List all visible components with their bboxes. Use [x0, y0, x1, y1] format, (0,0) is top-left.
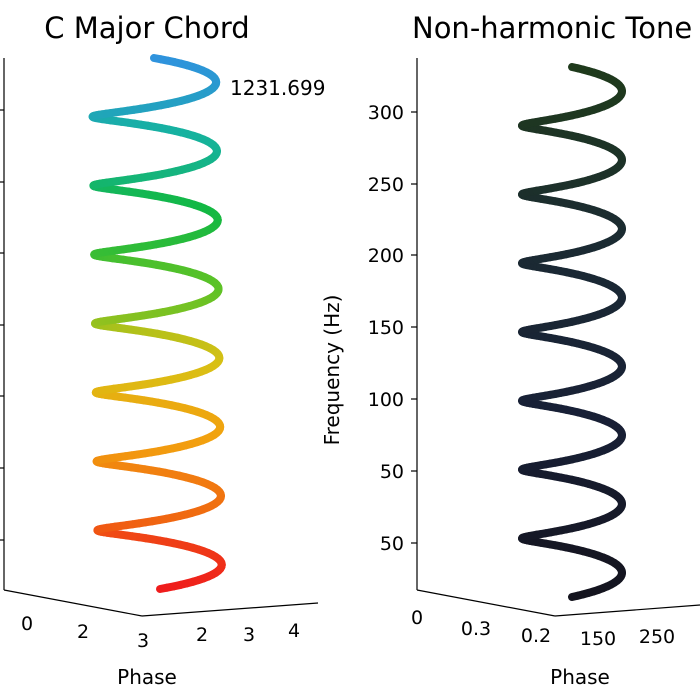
x-axis-c-major — [3, 589, 143, 617]
x-tick-label: 0.2 — [521, 625, 551, 647]
panel-c-major: C Major Chord 1231.699 0 2 3 2 3 4 Phase — [0, 11, 325, 689]
y-axis-label-non-harmonic: Frequency (Hz) — [320, 295, 344, 446]
x-tick-label: 0 — [21, 613, 33, 635]
annotation-value: 1231.699 — [230, 76, 325, 100]
x-axis-secondary-c-major — [141, 602, 319, 617]
x-tick-label: 0 — [411, 607, 423, 629]
x-tick-label: 2 — [77, 621, 89, 643]
x-axis-non-harmonic — [416, 589, 556, 617]
x-tick-label: 4 — [288, 620, 300, 642]
x-axis-secondary-non-harmonic — [554, 604, 700, 617]
y-tick-label: 50 — [380, 461, 404, 483]
y-tick-label: 100 — [368, 389, 404, 411]
helix-series-c-major — [88, 54, 226, 593]
x-tick-label: 2 — [196, 624, 208, 646]
chart-title-non-harmonic: Non-harmonic Tone — [412, 11, 692, 45]
y-tick-label: 150 — [368, 317, 404, 339]
x-tick-label: 3 — [243, 624, 255, 646]
x-tick-label: 3 — [137, 630, 149, 652]
helix-segment — [150, 54, 165, 64]
y-tick-label: 50 — [380, 533, 404, 555]
x-tick-label: 0.3 — [461, 618, 491, 640]
y-tick-label: 200 — [368, 245, 404, 267]
y-tick-label: 300 — [368, 102, 404, 124]
x-tick-label: 150 — [580, 628, 616, 650]
helix-segment — [568, 63, 582, 73]
y-tick-label: 250 — [368, 174, 404, 196]
y-ticks-c-major — [0, 109, 4, 541]
chart-title-c-major: C Major Chord — [44, 11, 249, 45]
panel-non-harmonic: Non-harmonic Tone 300 250 200 150 100 50… — [320, 11, 700, 689]
y-ticks-non-harmonic — [411, 111, 417, 544]
x-tick-label: 250 — [639, 626, 675, 648]
x-axis-label-c-major: Phase — [117, 665, 177, 689]
helix-series-non-harmonic — [518, 63, 626, 601]
x-axis-label-non-harmonic: Phase — [550, 665, 610, 689]
